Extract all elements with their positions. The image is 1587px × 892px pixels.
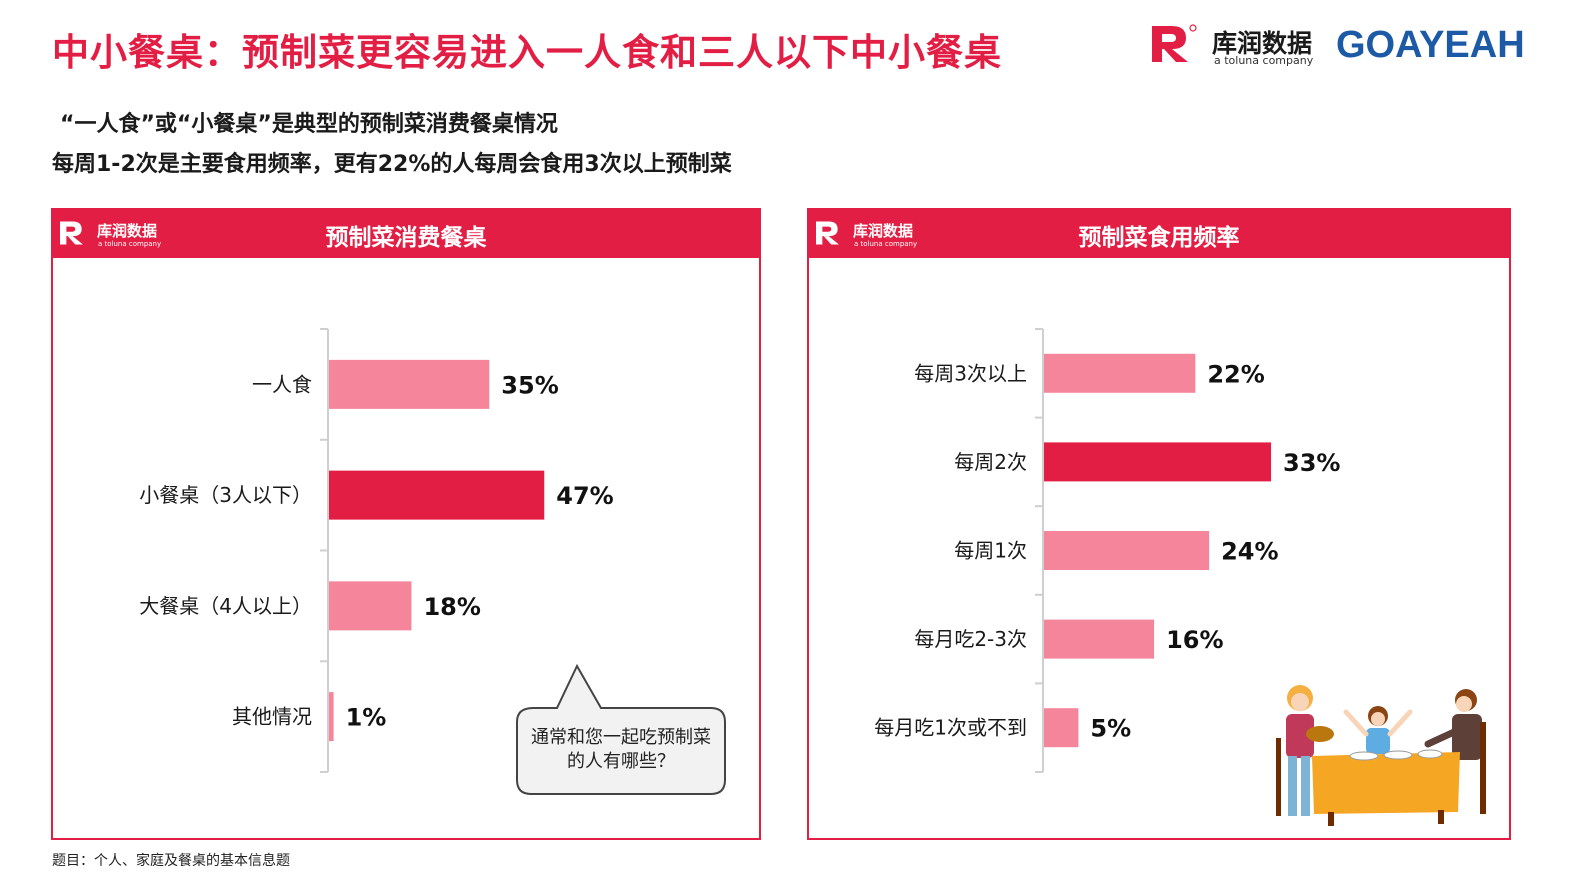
category-label: 每周3次以上 — [914, 361, 1027, 385]
bar-0-1 — [329, 470, 545, 520]
bar-1-1 — [1044, 442, 1272, 482]
subtitle-line-1: “一人食”或“小餐桌”是典型的预制菜消费餐桌情况 — [60, 112, 558, 137]
panel-logo-en: a toluna company — [98, 240, 162, 248]
value-label: 1% — [346, 704, 387, 732]
panel-logo-mark-icon — [816, 221, 839, 245]
panel-logo-cn: 库润数据 — [97, 222, 158, 240]
value-label: 5% — [1090, 715, 1131, 743]
category-label: 大餐桌（4人以上） — [139, 594, 312, 618]
brand-name-cn: 库润数据 — [1212, 29, 1313, 58]
category-label: 每周2次 — [954, 450, 1027, 474]
panel-logo-cn: 库润数据 — [853, 222, 914, 240]
value-label: 16% — [1166, 626, 1223, 654]
bar-0-3 — [329, 692, 334, 742]
value-label: 22% — [1207, 360, 1264, 388]
subtitle-line-2: 每周1-2次是主要食用频率，更有22%的人每周会食用3次以上预制菜 — [52, 152, 732, 177]
panel-header: 库润数据 a toluna company 预制菜食用频率 — [809, 210, 1509, 258]
brand-name-en: a toluna company — [1214, 54, 1314, 67]
category-label: 小餐桌（3人以下） — [139, 483, 312, 507]
value-label: 35% — [501, 371, 558, 399]
speech-bubble — [516, 663, 726, 795]
bar-0-2 — [329, 581, 412, 631]
category-label: 一人食 — [252, 372, 312, 396]
panel-title: 预制菜食用频率 — [1078, 225, 1240, 251]
category-label: 每周1次 — [954, 539, 1027, 563]
family-dining-table-illustration — [1276, 685, 1486, 826]
category-label: 每月吃2-3次 — [914, 627, 1027, 651]
brand-mark-icon — [1152, 24, 1197, 62]
bar-1-3 — [1044, 619, 1155, 659]
category-label: 每月吃1次或不到 — [874, 716, 1027, 740]
value-label: 47% — [556, 482, 613, 510]
panel-header: 库润数据 a toluna company 预制菜消费餐桌 — [53, 210, 759, 258]
category-label: 其他情况 — [232, 705, 312, 729]
bar-1-2 — [1044, 531, 1210, 570]
bar-1-4 — [1044, 708, 1079, 748]
panel-logo-mark-icon — [60, 221, 83, 245]
source-note: 题目：个人、家庭及餐桌的基本信息题 — [52, 853, 290, 869]
panel-frequency: 库润数据 a toluna company 预制菜食用频率 — [807, 208, 1511, 840]
brand-logo: 库润数据 a toluna company — [1148, 22, 1323, 72]
speech-bubble-text: 通常和您一起吃预制菜的人有哪些？ — [531, 727, 711, 772]
panel-title: 预制菜消费餐桌 — [325, 225, 487, 251]
panel-logo: 库润数据 a toluna company — [57, 219, 177, 251]
panel-logo-en: a toluna company — [854, 240, 918, 248]
panel-logo: 库润数据 a toluna company — [813, 219, 933, 251]
value-label: 33% — [1283, 449, 1340, 477]
bar-0-0 — [329, 359, 490, 409]
bar-1-0 — [1044, 353, 1196, 393]
value-label: 24% — [1221, 538, 1278, 566]
value-label: 18% — [423, 593, 480, 621]
partner-logo: GOAYEAH — [1336, 24, 1525, 66]
page-title: 中小餐桌：预制菜更容易进入一人食和三人以下中小餐桌 — [52, 31, 1002, 74]
